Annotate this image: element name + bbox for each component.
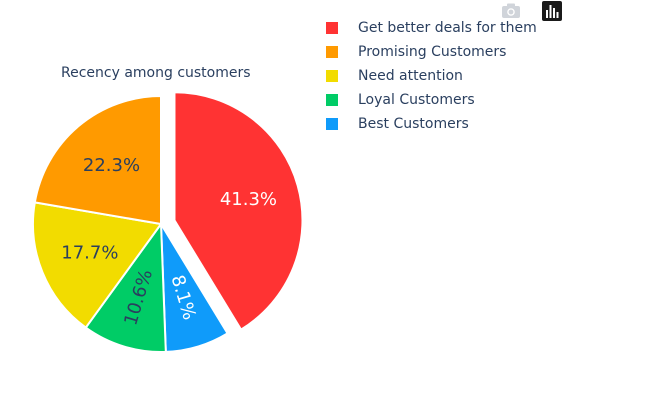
legend-label: Best Customers xyxy=(358,116,469,132)
bar-chart-logo-icon[interactable] xyxy=(541,1,563,21)
modebar xyxy=(500,1,563,21)
legend-item-best-customers[interactable]: Best Customers xyxy=(326,112,537,136)
legend-item-need-attention[interactable]: Need attention xyxy=(326,64,537,88)
camera-icon[interactable] xyxy=(500,1,522,21)
legend: Get better deals for them Promising Custo… xyxy=(326,16,537,136)
pie-slice-promising-customers[interactable] xyxy=(33,94,162,226)
legend-swatch xyxy=(326,46,338,58)
legend-swatch xyxy=(326,70,338,82)
legend-label: Loyal Customers xyxy=(358,92,475,108)
legend-label: Promising Customers xyxy=(358,44,507,60)
pie-slice-get-better-deals-for-them[interactable] xyxy=(173,91,304,331)
legend-item-promising-customers[interactable]: Promising Customers xyxy=(326,40,537,64)
pie-slice-need-attention[interactable] xyxy=(32,201,163,329)
legend-item-get-better-deals-for-them[interactable]: Get better deals for them xyxy=(326,16,537,40)
legend-swatch xyxy=(326,118,338,130)
chart-title: Recency among customers xyxy=(61,65,251,81)
pie-slice-loyal-customers[interactable] xyxy=(84,221,167,353)
slice-label-promising-customers: 22.3% xyxy=(83,155,140,176)
legend-label: Get better deals for them xyxy=(358,20,537,36)
legend-item-loyal-customers[interactable]: Loyal Customers xyxy=(326,88,537,112)
legend-swatch xyxy=(326,94,338,106)
legend-swatch xyxy=(326,22,338,34)
slice-label-need-attention: 17.7% xyxy=(61,242,118,263)
slice-label-get-better-deals-for-them: 41.3% xyxy=(220,189,277,210)
legend-label: Need attention xyxy=(358,68,463,84)
